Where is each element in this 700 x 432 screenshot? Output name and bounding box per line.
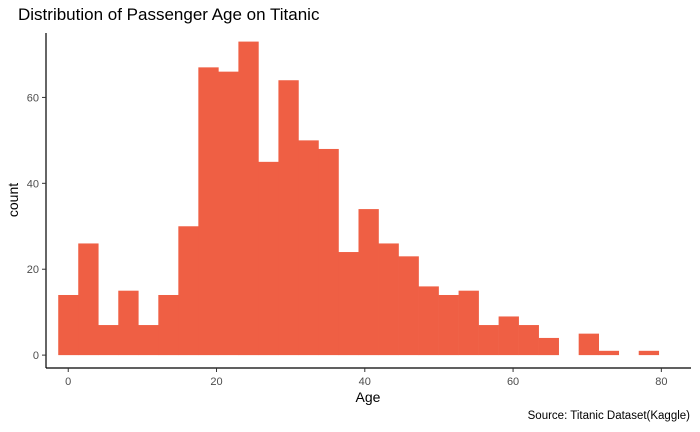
y-tick-label-60: 60: [27, 92, 39, 104]
y-tick-label-40: 40: [27, 178, 39, 190]
histogram-bar-26: [578, 333, 599, 356]
histogram-bar-4: [138, 325, 159, 356]
histogram-bar-9: [238, 41, 259, 356]
histogram-bar-10: [258, 161, 279, 356]
histogram-bar-5: [158, 294, 179, 356]
x-tick-label-20: 20: [210, 376, 222, 388]
histogram-bar-13: [318, 148, 339, 356]
chart-title: Distribution of Passenger Age on Titanic: [18, 5, 320, 24]
histogram-bar-20: [458, 290, 479, 356]
histogram-bar-14: [338, 252, 359, 356]
histogram-bar-24: [538, 337, 559, 356]
histogram-bar-6: [178, 226, 199, 356]
x-axis-label: Age: [356, 389, 381, 405]
histogram-bar-0: [58, 294, 79, 356]
histogram-bar-21: [478, 325, 499, 356]
y-tick-label-0: 0: [33, 350, 39, 362]
histogram-bar-2: [98, 325, 119, 356]
x-ticks-group: 0 20 40 60 80: [65, 368, 667, 388]
y-axis-label: count: [5, 183, 21, 217]
histogram-bar-27: [598, 350, 620, 356]
histogram-bar-29: [638, 350, 660, 356]
histogram-bar-11: [278, 80, 299, 356]
histogram-bar-3: [118, 290, 139, 356]
histogram-bar-19: [438, 294, 459, 356]
bars-group: [58, 41, 660, 356]
histogram-bar-23: [518, 325, 539, 356]
histogram-bar-1: [78, 243, 99, 356]
histogram-bar-17: [398, 256, 419, 356]
y-ticks-group: 0 20 40 60: [27, 92, 46, 362]
x-tick-label-60: 60: [507, 376, 519, 388]
chart-caption: Source: Titanic Dataset(Kaggle): [527, 410, 690, 422]
histogram-bar-22: [498, 316, 519, 356]
histogram-bar-8: [218, 71, 239, 356]
histogram-bar-18: [418, 286, 439, 356]
histogram-bar-16: [378, 243, 399, 356]
x-tick-label-80: 80: [655, 376, 667, 388]
histogram-bar-7: [198, 67, 219, 356]
histogram-bar-15: [358, 209, 379, 356]
y-tick-label-20: 20: [27, 264, 39, 276]
x-tick-label-0: 0: [65, 376, 71, 388]
x-tick-label-40: 40: [359, 376, 371, 388]
histogram-bar-12: [298, 140, 319, 356]
